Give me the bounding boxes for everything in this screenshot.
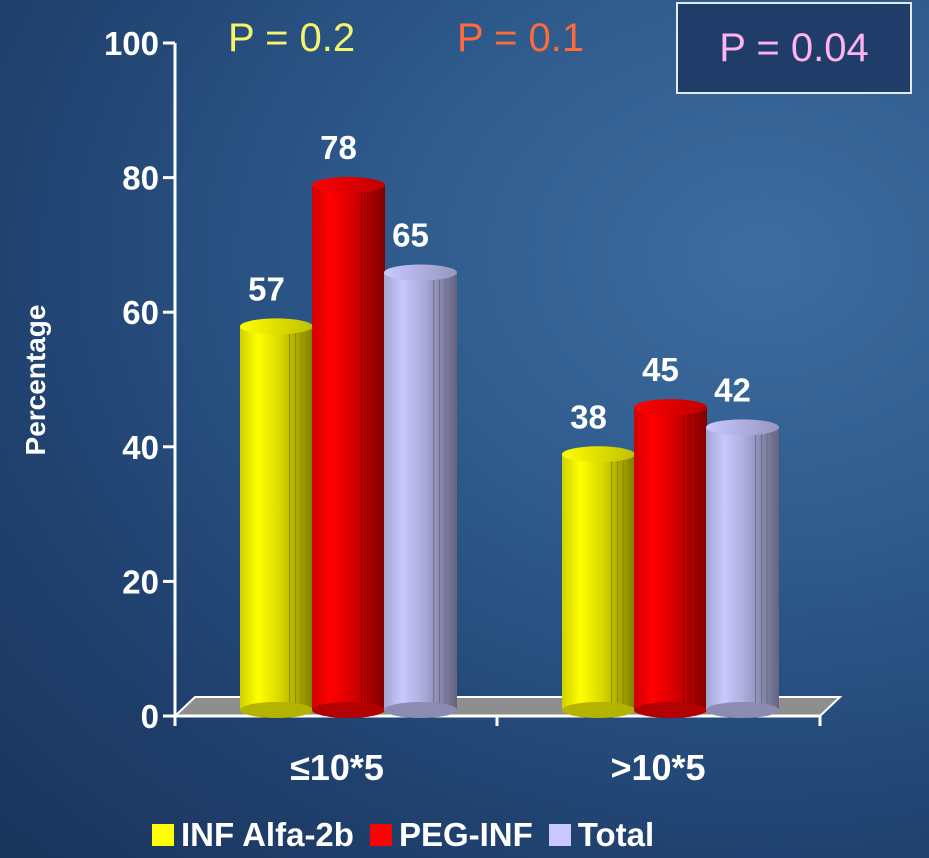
data-label: 65 (392, 217, 429, 254)
legend-swatch (548, 824, 571, 846)
y-tick-label: 0 (141, 698, 159, 735)
bar-body (562, 454, 635, 710)
bar-inf-alfa-2b-1 (562, 446, 635, 718)
bar-total-0 (384, 264, 457, 718)
bar-body (384, 272, 457, 710)
legend-item: Total (548, 816, 655, 854)
bar-body (312, 185, 385, 710)
x-category-label: ≤10*5 (290, 747, 384, 788)
y-tick-label: 80 (122, 160, 159, 197)
legend-item: PEG-INF (369, 816, 533, 854)
bar-body (240, 326, 313, 710)
bar-body (634, 407, 707, 710)
bar-top (384, 264, 457, 281)
bar-peg-inf-1 (634, 399, 707, 718)
bar-top (240, 318, 313, 335)
legend-swatch (369, 824, 392, 846)
bar-peg-inf-0 (312, 177, 385, 718)
bar-top (312, 177, 385, 194)
data-label: 42 (714, 371, 751, 408)
legend-label: INF Alfa-2b (181, 816, 354, 853)
legend-swatch (152, 824, 174, 846)
bar-body (706, 427, 779, 710)
bar-top (706, 419, 779, 436)
p-value-total: P = 0.04 (719, 25, 869, 70)
bar-top (562, 446, 635, 463)
y-tick-label: 100 (104, 25, 159, 62)
bar-top (634, 399, 707, 416)
y-tick-label: 40 (122, 429, 159, 466)
p-value-peg-inf: P = 0.1 (457, 16, 585, 60)
legend: INF Alfa-2b PEG-INF Total (152, 815, 660, 855)
y-axis-label: Percentage (20, 305, 51, 456)
legend-item: INF Alfa-2b (152, 816, 354, 854)
bar-base (706, 702, 779, 718)
y-tick-label: 60 (122, 294, 159, 331)
data-label: 45 (642, 351, 679, 388)
bar-base (240, 702, 313, 718)
bar-base (312, 702, 385, 718)
bar-base (634, 702, 707, 718)
legend-label: PEG-INF (398, 816, 533, 853)
p-value-total-box: P = 0.04 (676, 2, 912, 94)
data-label: 78 (320, 129, 357, 166)
bar-total-1 (706, 419, 779, 718)
x-category-label: >10*5 (610, 747, 705, 788)
bar-base (562, 702, 635, 718)
y-tick-label: 20 (122, 563, 159, 600)
bar-base (384, 702, 457, 718)
data-label: 57 (248, 270, 285, 307)
p-value-inf-alfa: P = 0.2 (228, 16, 356, 60)
legend-label: Total (577, 816, 655, 853)
data-label: 38 (570, 398, 607, 435)
bar-inf-alfa-2b-0 (240, 318, 313, 718)
